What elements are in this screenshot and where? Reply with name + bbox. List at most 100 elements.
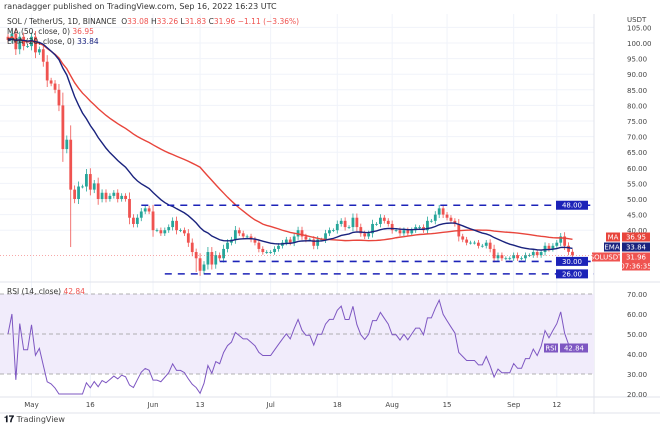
last-price-symbol: SOLUSDT bbox=[590, 254, 623, 262]
candle-body bbox=[328, 230, 331, 234]
y-tick-label: 90.00 bbox=[627, 71, 647, 79]
candle-body bbox=[563, 236, 567, 246]
candle-body bbox=[253, 239, 257, 243]
candle-body bbox=[363, 233, 367, 237]
candle-body bbox=[414, 227, 418, 231]
y-tick-label: 105.00 bbox=[627, 24, 652, 32]
candle-body bbox=[398, 230, 402, 234]
candle-body bbox=[288, 239, 292, 243]
candle-body bbox=[18, 36, 22, 50]
candle-body bbox=[186, 233, 190, 243]
ma-line bbox=[7, 35, 573, 242]
candle-body bbox=[382, 217, 386, 221]
ma-badge-label: MA bbox=[608, 234, 619, 242]
candle-body bbox=[567, 245, 570, 252]
candle-body bbox=[237, 230, 241, 234]
candle-body bbox=[418, 227, 421, 228]
candle-body bbox=[96, 183, 100, 199]
y-tick-label: 60.00 bbox=[627, 165, 647, 173]
rsi-badge-value-bg bbox=[560, 343, 588, 353]
rsi-legend[interactable]: RSI (14, close) 42.84 bbox=[7, 287, 85, 296]
symbol-label: SOL / TetherUS, 1D, BINANCE bbox=[7, 17, 117, 26]
rsi-tick-label: 60.00 bbox=[627, 311, 647, 319]
ma-badge-value: 36.95 bbox=[626, 234, 646, 242]
candle-body bbox=[108, 195, 112, 199]
ma-legend[interactable]: MA (50, close, 0) 36.95 bbox=[7, 27, 94, 36]
tradingview-logo[interactable]: 𝟏𝟕 TradingView bbox=[4, 415, 65, 425]
candle-body bbox=[198, 258, 202, 271]
candle-body bbox=[116, 192, 120, 199]
candle-body bbox=[273, 248, 276, 253]
candle-body bbox=[155, 230, 159, 231]
candle-body bbox=[92, 183, 96, 190]
candle-body bbox=[551, 245, 555, 249]
candle-body bbox=[531, 252, 535, 256]
candle-body bbox=[508, 258, 512, 260]
rsi-badge-value: 42.84 bbox=[564, 345, 585, 353]
candle-body bbox=[6, 36, 10, 40]
candle-body bbox=[163, 230, 167, 234]
x-tick-label: 18 bbox=[333, 401, 342, 409]
last-price-value: 31.96 bbox=[626, 254, 647, 262]
countdown-timer: 07:36:35 bbox=[620, 263, 651, 271]
y-tick-label: 70.00 bbox=[627, 134, 647, 142]
candle-body bbox=[128, 199, 131, 218]
candle-body bbox=[535, 252, 539, 256]
candle-body bbox=[339, 220, 343, 224]
candle-body bbox=[359, 227, 363, 234]
candle-body bbox=[484, 242, 488, 246]
ma-badge-value-bg bbox=[622, 232, 650, 242]
candle-body bbox=[61, 105, 65, 150]
candle-body bbox=[406, 230, 410, 234]
candle-body bbox=[449, 217, 453, 221]
candle-body bbox=[316, 239, 320, 246]
candle-body bbox=[69, 139, 73, 190]
candle-body bbox=[504, 258, 508, 260]
candle-body bbox=[477, 242, 480, 246]
candle-body bbox=[394, 230, 398, 231]
candle-body bbox=[261, 248, 265, 253]
candle-body bbox=[265, 252, 269, 253]
candle-body bbox=[496, 255, 500, 259]
low-label: L bbox=[180, 17, 185, 26]
candle-body bbox=[524, 255, 527, 259]
candle-body bbox=[218, 255, 222, 259]
candle-body bbox=[26, 46, 29, 47]
candle-body bbox=[77, 186, 80, 199]
candle-body bbox=[367, 233, 371, 237]
candle-body bbox=[73, 189, 77, 199]
ma-value: 36.95 bbox=[72, 27, 94, 36]
candle-body bbox=[214, 255, 218, 265]
candle-body bbox=[143, 208, 147, 212]
candle-body bbox=[473, 242, 476, 244]
candle-body bbox=[461, 236, 465, 240]
candle-body bbox=[57, 89, 61, 106]
level-badge: 26.00 bbox=[562, 270, 582, 278]
candle-body bbox=[571, 251, 574, 256]
candle-body bbox=[539, 252, 543, 256]
candle-body bbox=[331, 230, 335, 231]
candle-body bbox=[347, 227, 351, 228]
candle-body bbox=[390, 223, 394, 231]
candle-body bbox=[343, 220, 347, 228]
x-tick-label: 12 bbox=[552, 401, 561, 409]
ema-legend[interactable]: EMA (20, close, 0) 33.84 bbox=[7, 37, 99, 46]
ema-badge-value-bg bbox=[622, 242, 650, 252]
y-tick-label: 50.00 bbox=[627, 196, 647, 204]
candle-body bbox=[500, 255, 504, 259]
y-tick-label: 40.00 bbox=[627, 227, 647, 235]
candle-body bbox=[512, 255, 516, 259]
candle-body bbox=[453, 220, 457, 224]
y-tick-label: 80.00 bbox=[627, 102, 647, 110]
x-tick-label: Aug bbox=[385, 401, 399, 409]
candle-body bbox=[559, 236, 563, 243]
x-tick-label: 13 bbox=[196, 401, 205, 409]
candle-body bbox=[480, 245, 484, 247]
candle-body bbox=[410, 230, 414, 234]
y-tick-label: 100.00 bbox=[627, 40, 652, 48]
candle-body bbox=[139, 211, 143, 218]
rsi-tick-label: 50.00 bbox=[627, 331, 647, 339]
candle-body bbox=[88, 174, 92, 190]
change-value: −1.11 (−3.36%) bbox=[237, 17, 300, 26]
